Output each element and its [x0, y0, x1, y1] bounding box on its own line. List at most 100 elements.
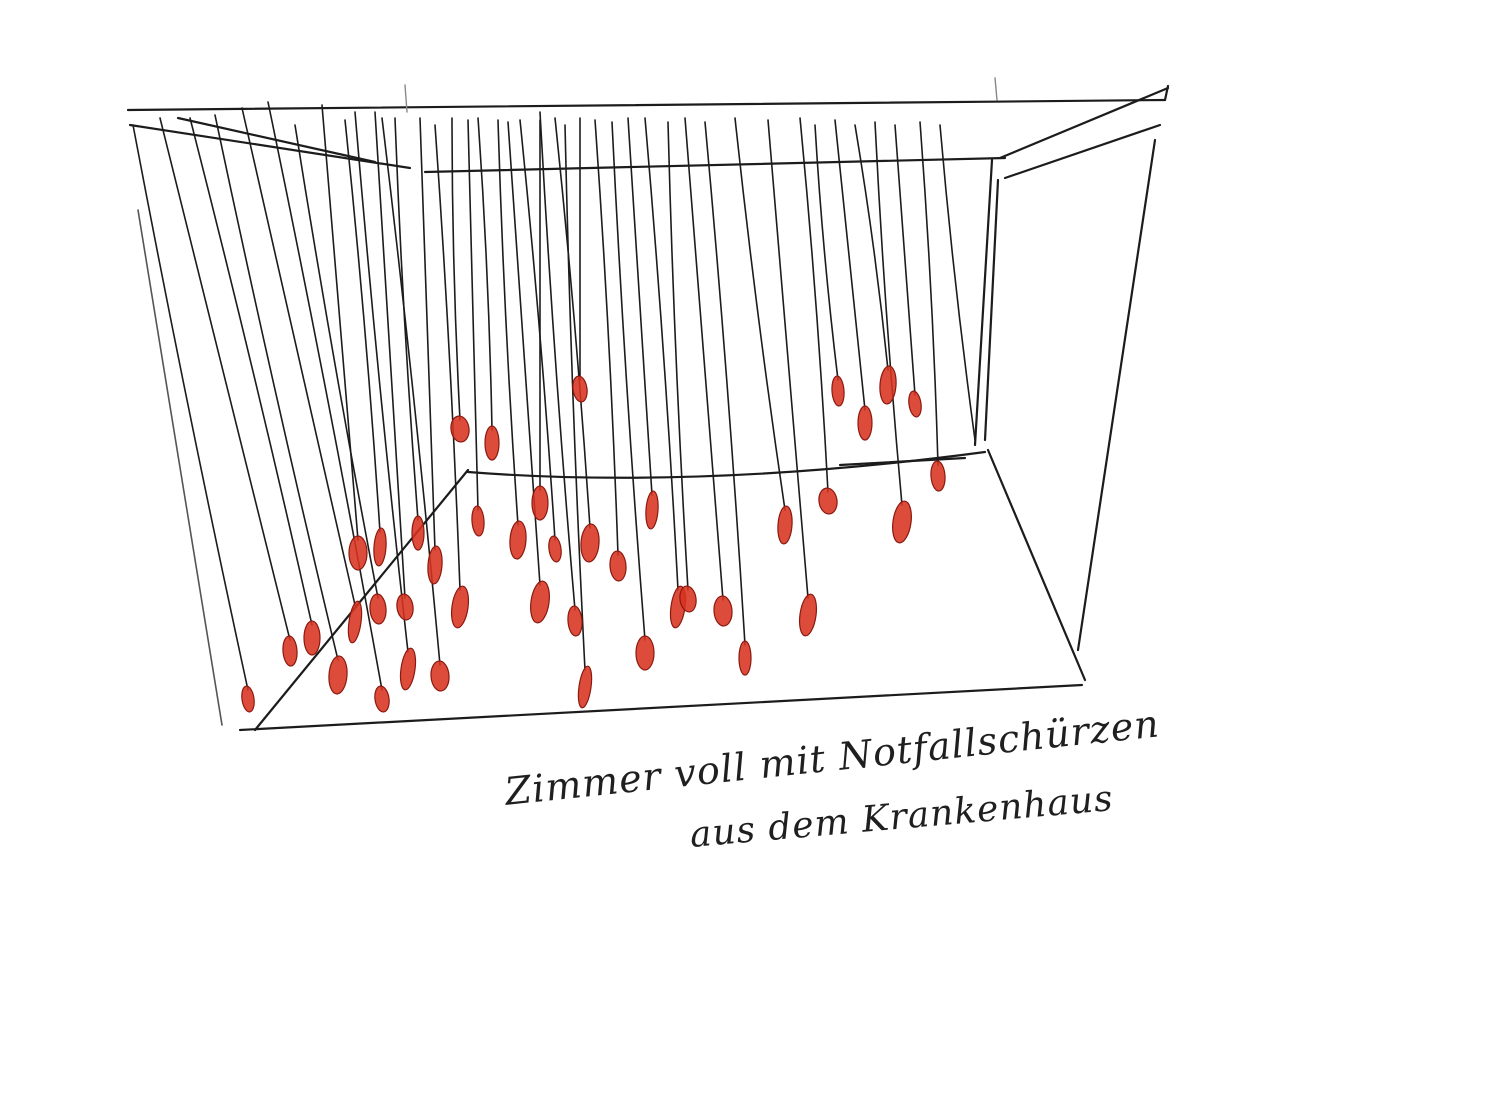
red-apron — [282, 635, 298, 667]
hanging-string — [159, 117, 291, 641]
back-wall-right-edge-2 — [983, 178, 1000, 442]
red-apron — [373, 527, 387, 567]
hanging-string — [321, 104, 359, 541]
hanging-string — [477, 117, 493, 431]
hanging-string — [419, 117, 436, 551]
hanging-string — [734, 117, 786, 511]
red-apron — [635, 635, 655, 671]
hanging-string — [894, 124, 916, 396]
hanging-string — [294, 124, 379, 599]
left-wall-front-edge — [137, 209, 223, 726]
red-apron — [303, 620, 321, 656]
red-apron — [892, 500, 912, 544]
hanging-strings — [132, 101, 976, 691]
hanging-string — [919, 121, 939, 466]
right-wall-front-edge — [1076, 138, 1157, 652]
red-apron — [572, 375, 588, 403]
red-apron — [818, 487, 838, 515]
red-apron — [328, 655, 348, 695]
tick-mark-left — [404, 84, 408, 113]
red-apron — [427, 545, 443, 585]
hanging-string — [434, 124, 461, 591]
hanging-string — [241, 107, 356, 606]
hanging-string — [354, 111, 409, 653]
floor-left-diagonal — [253, 468, 470, 732]
hanging-string — [667, 121, 689, 591]
hanging-string — [214, 114, 339, 661]
red-apron — [430, 660, 450, 692]
red-apron — [645, 490, 659, 530]
hanging-string — [267, 101, 383, 691]
ceiling-left-diagonal — [128, 123, 412, 170]
hanging-string — [374, 111, 406, 599]
hanging-string — [497, 119, 519, 526]
red-apron — [530, 580, 550, 624]
ceiling-right-diagonal-2 — [998, 86, 1170, 160]
red-apron — [450, 585, 470, 629]
floor-back-edge — [466, 450, 987, 479]
red-apron — [930, 460, 946, 492]
back-wall-right-edge — [973, 158, 994, 447]
hanging-string — [834, 119, 866, 411]
red-apron — [567, 605, 583, 637]
hanging-string — [939, 124, 976, 441]
hanging-string — [767, 119, 809, 599]
red-apron — [369, 593, 387, 625]
hanging-string — [874, 121, 903, 506]
hanging-string — [467, 119, 479, 511]
hanging-string — [189, 117, 313, 626]
red-apron — [396, 593, 414, 621]
hanging-string — [564, 124, 586, 671]
red-apron — [548, 535, 562, 563]
hanging-string — [554, 117, 591, 529]
red-apron — [509, 520, 527, 560]
hanging-string — [814, 124, 839, 381]
hanging-string — [627, 117, 653, 496]
red-apron — [908, 390, 922, 418]
red-apron — [738, 640, 752, 676]
red-apron — [831, 375, 845, 407]
hanging-string — [451, 117, 461, 421]
hanging-string — [394, 117, 419, 521]
floor-right-diagonal — [986, 448, 1087, 682]
hanging-string — [684, 117, 724, 601]
red-apron — [241, 685, 255, 713]
hanging-string — [539, 111, 576, 611]
hanging-string — [704, 121, 746, 646]
red-apron — [348, 535, 368, 571]
red-apron — [798, 593, 818, 637]
red-apron — [857, 405, 873, 441]
red-apron — [531, 485, 549, 521]
hanging-string — [854, 124, 889, 371]
hanging-string — [507, 121, 541, 586]
red-apron — [609, 550, 627, 582]
hanging-aprons — [241, 365, 946, 713]
red-apron — [411, 515, 425, 551]
hanging-string — [132, 124, 249, 691]
hanging-string — [381, 117, 441, 666]
red-apron — [471, 505, 485, 537]
floor-front-edge — [238, 683, 1084, 732]
red-apron — [777, 505, 793, 545]
tick-mark-right — [994, 77, 998, 101]
red-apron — [347, 600, 363, 644]
ceiling-back-edge — [423, 156, 1007, 174]
floor-back-edge-stroke — [838, 456, 967, 467]
ceiling-right-diagonal — [1003, 123, 1162, 180]
red-apron — [580, 523, 600, 563]
red-apron — [879, 365, 897, 405]
ceiling-front-edge — [126, 98, 1167, 112]
red-apron — [374, 685, 390, 713]
red-apron — [679, 585, 697, 613]
red-apron — [713, 595, 733, 627]
red-apron — [399, 647, 417, 691]
hanging-string — [594, 119, 619, 556]
red-apron — [484, 425, 500, 461]
hanging-string — [799, 117, 829, 493]
red-apron — [577, 665, 593, 709]
hanging-string — [611, 121, 646, 641]
hanging-string — [644, 117, 679, 591]
hanging-string — [344, 119, 381, 533]
red-apron — [450, 415, 470, 443]
